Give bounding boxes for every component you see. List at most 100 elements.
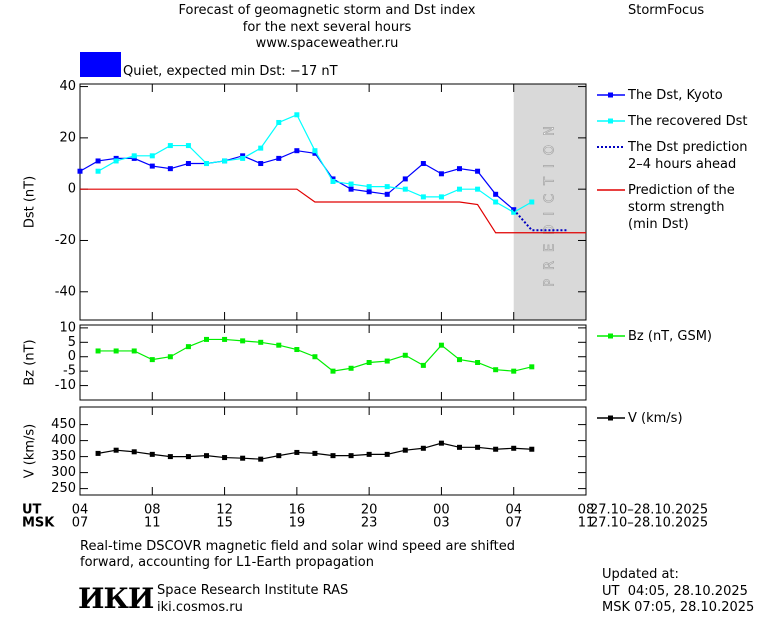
brand: StormFocus xyxy=(628,3,705,18)
data-point xyxy=(204,336,209,342)
data-point xyxy=(475,444,481,450)
legend-marker xyxy=(608,415,613,421)
data-point xyxy=(95,168,101,174)
data-point xyxy=(113,447,119,453)
data-point xyxy=(348,186,354,192)
data-point xyxy=(95,158,101,164)
data-point xyxy=(402,352,408,358)
data-point xyxy=(240,153,246,159)
x-tick-label: 16 xyxy=(289,503,306,518)
data-point xyxy=(457,186,462,192)
legend-entry: The Dst prediction 2–4 hours ahead xyxy=(628,140,748,172)
y-axis-title: Dst (nT) xyxy=(23,176,38,228)
data-point xyxy=(529,364,535,370)
data-point xyxy=(402,186,408,192)
data-point xyxy=(113,158,119,164)
y-axis-title: Bz (nT) xyxy=(23,339,38,385)
x-tick-label: 00 xyxy=(433,503,450,518)
legend-marker xyxy=(608,118,613,124)
data-point xyxy=(131,348,137,354)
data-point xyxy=(384,451,390,457)
title-line: Forecast of geomagnetic storm and Dst in… xyxy=(178,3,476,18)
y-tick-label: 0 xyxy=(68,182,76,197)
data-point xyxy=(348,365,354,371)
data-point xyxy=(312,150,318,156)
x-row-range: 27.10–28.10.2025 xyxy=(590,516,708,531)
data-point xyxy=(149,451,155,457)
data-point xyxy=(312,450,318,456)
updated-label: Updated at: xyxy=(602,567,679,582)
legend-entry: Prediction of the storm strength (min Ds… xyxy=(628,183,735,232)
url: iki.cosmos.ru xyxy=(157,600,243,615)
institute: Space Research Institute RAS xyxy=(157,583,349,598)
data-point xyxy=(167,166,173,172)
data-point xyxy=(493,367,499,373)
y-tick-label: 10 xyxy=(59,320,76,335)
data-point xyxy=(384,358,390,364)
data-point xyxy=(276,119,282,125)
data-point xyxy=(384,184,390,190)
data-point xyxy=(330,178,336,184)
data-point xyxy=(240,338,246,344)
data-point xyxy=(167,454,173,460)
data-point xyxy=(493,191,499,197)
data-point xyxy=(366,184,372,190)
data-point xyxy=(475,360,481,365)
data-point xyxy=(149,163,155,169)
data-point xyxy=(258,456,264,462)
legend-entry: Bz (nT, GSM) xyxy=(628,329,713,344)
series-line xyxy=(79,150,515,211)
data-point xyxy=(258,339,264,345)
data-point xyxy=(258,145,264,151)
data-point xyxy=(402,176,408,182)
data-point xyxy=(420,445,426,451)
data-point xyxy=(240,455,246,461)
data-point xyxy=(113,155,119,161)
data-point xyxy=(330,453,336,459)
status-swatch xyxy=(80,52,121,77)
y-tick-label: 250 xyxy=(51,481,76,496)
data-point xyxy=(276,155,282,161)
data-point xyxy=(222,158,228,164)
data-point xyxy=(185,143,191,149)
data-point xyxy=(204,453,209,459)
data-point xyxy=(438,194,444,200)
data-point xyxy=(493,446,499,452)
x-tick-label: 23 xyxy=(361,516,378,531)
data-point xyxy=(511,368,517,374)
prediction-zone xyxy=(513,84,586,320)
data-point xyxy=(457,166,462,172)
y-tick-label: 5 xyxy=(68,335,76,350)
plot-frame xyxy=(79,406,587,496)
y-tick-label: 400 xyxy=(51,433,76,448)
title-line: www.spaceweather.ru xyxy=(255,36,399,51)
data-point xyxy=(493,199,499,205)
x-tick-label: 08 xyxy=(144,503,161,518)
y-tick-label: 0 xyxy=(68,349,76,364)
series-line xyxy=(80,188,586,234)
data-point xyxy=(438,171,444,177)
x-tick-label: 07 xyxy=(505,516,522,531)
data-point xyxy=(438,342,444,348)
data-point xyxy=(240,155,246,161)
x-row-name: UT xyxy=(22,503,42,518)
data-point xyxy=(276,342,282,348)
y-tick-label: 40 xyxy=(59,79,76,94)
data-point xyxy=(185,454,191,460)
x-tick-label: 12 xyxy=(216,503,233,518)
data-point xyxy=(312,354,318,360)
data-point xyxy=(131,153,137,159)
logo: ИКИ xyxy=(78,582,154,615)
x-tick-label: 04 xyxy=(505,503,522,518)
x-tick-label: 19 xyxy=(289,516,306,531)
data-point xyxy=(348,181,354,187)
prediction-label: PREDICTION xyxy=(542,117,557,287)
y-tick-label: 450 xyxy=(51,417,76,432)
data-point xyxy=(366,189,372,195)
data-point xyxy=(185,344,191,350)
data-point xyxy=(131,449,137,455)
data-point xyxy=(222,336,228,342)
updated-msk: MSK 07:05, 28.10.2025 xyxy=(602,600,755,615)
data-point xyxy=(149,153,155,159)
data-point xyxy=(276,453,282,459)
